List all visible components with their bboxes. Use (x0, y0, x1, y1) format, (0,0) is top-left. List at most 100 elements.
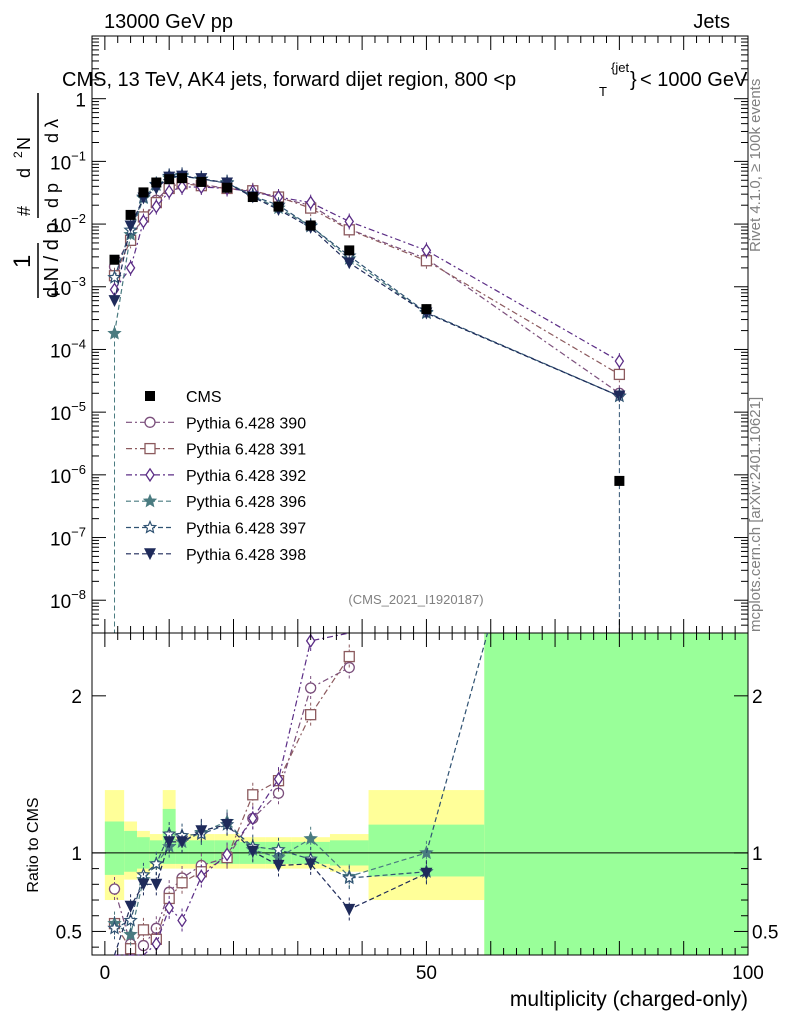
series-pythia-6.428-392 (109, 179, 625, 370)
series-pythia-6.428-391 (108, 175, 626, 383)
series-point (151, 199, 162, 214)
data-point (344, 245, 355, 256)
data-point (109, 254, 120, 265)
ratio-point (196, 869, 207, 884)
title-sub: T (599, 84, 607, 99)
ratio-plot-panel: 0.5 0.5 1 1 2 2 0 50 100 (56, 632, 778, 984)
ratio-point (246, 845, 259, 858)
ratio-line (114, 632, 350, 956)
x-axis-label: multiplicity (charged-only) (510, 988, 748, 1011)
ratio-point (305, 633, 316, 649)
x-tick-label: 0 (100, 963, 111, 984)
ratio-point (303, 831, 318, 845)
ratio-point (305, 682, 317, 694)
ratio-tick-label: 1 (71, 844, 82, 865)
y-tick-label: 10−2 (50, 211, 86, 237)
ratio-point (420, 867, 433, 880)
svg-text:2: 2 (11, 151, 25, 158)
legend-label: Pythia 6.428 390 (186, 415, 306, 432)
y-tick-label: 10−4 (50, 336, 86, 362)
legend-label: Pythia 6.428 396 (186, 494, 306, 511)
ratio-point (272, 859, 285, 872)
y-tick-base: 10 (50, 341, 71, 362)
series-point (614, 354, 625, 369)
legend-marker (144, 548, 156, 561)
x-tick-label: 100 (732, 963, 764, 984)
main-plot-panel: 10−810−710−610−510−410−310−210−11 (50, 35, 749, 634)
ratio-point (221, 819, 234, 831)
ratio-point (247, 789, 259, 801)
ratio-point (304, 858, 317, 871)
data-point (305, 220, 316, 231)
svg-text:N: N (14, 137, 34, 150)
series-point (108, 295, 121, 308)
data-point (614, 475, 625, 486)
ratio-point (137, 924, 150, 936)
header-right: Jets (693, 11, 730, 33)
series-line (113, 183, 620, 375)
title-end: < 1000 GeV (640, 69, 748, 91)
ratio-pythia-6.428-390 (108, 655, 355, 955)
svg-text:d λ: d λ (42, 119, 62, 143)
ratio-point (164, 900, 174, 916)
title-sup: {jet (611, 60, 629, 75)
data-point (247, 192, 258, 203)
legend-marker (142, 493, 158, 508)
legend-marker (145, 467, 155, 483)
ratio-tick-label: 2 (71, 687, 82, 708)
ratio-band-green (484, 633, 748, 955)
y-tick-label: 10−8 (50, 587, 86, 613)
data-point (151, 177, 162, 188)
data-point (196, 176, 207, 187)
series-point (421, 243, 432, 258)
series-point (177, 179, 187, 195)
ratio-tick-label-right: 2 (752, 687, 763, 708)
y-tick-exponent: −6 (71, 462, 86, 477)
series-pythia-6.428-397 (107, 167, 627, 405)
ratio-point (150, 878, 163, 891)
y-tick-label: 10−1 (50, 148, 86, 174)
svg-text:d p: d p (42, 183, 62, 208)
ratio-point (108, 883, 121, 895)
ratio-point (342, 870, 357, 885)
series-point (124, 220, 137, 233)
y-tick-base: 10 (50, 530, 71, 551)
rivet-version: Rivet 4.1.0, ≥ 100k events (747, 79, 764, 252)
ratio-point (305, 709, 317, 721)
ratio-pythia-6.428-391 (108, 644, 355, 955)
ratio-point (271, 842, 286, 856)
mcplots-credit: mcplots.cern.ch [arXiv:2401.10621] (747, 397, 764, 632)
series-point (343, 257, 356, 270)
y-tick-label: 10−5 (50, 399, 86, 425)
ratio-point (149, 856, 164, 871)
legend-label: CMS (186, 389, 222, 406)
ratio-point (163, 836, 176, 849)
series-point (138, 214, 149, 229)
y-tick-label: 10−3 (50, 274, 86, 300)
ratio-point (343, 903, 356, 916)
legend-marker (142, 519, 158, 534)
ratio-point (177, 913, 187, 928)
ratio-point (248, 811, 258, 826)
y-tick-base: 10 (50, 467, 71, 488)
ratio-tick-label-right: 0.5 (752, 922, 778, 943)
series-pythia-6.428-398 (108, 168, 626, 405)
ratio-tick-label: 0.5 (56, 922, 82, 943)
data-point (125, 209, 136, 220)
ratio-point (195, 825, 208, 838)
svg-text:d N / d p: d N / d p (41, 222, 63, 298)
ratio-point (107, 920, 122, 935)
main-y-axis-label: 1 d N / d p # d 2 N d p d λ (9, 93, 63, 298)
ratio-point (222, 847, 232, 862)
plot-title: CMS, 13 TeV, AK4 jets, forward dijet reg… (62, 60, 748, 99)
y-tick-base: 10 (50, 216, 71, 237)
ratio-pythia-6.428-398 (113, 812, 433, 956)
y-tick-exponent: −4 (71, 336, 86, 351)
title-main: CMS, 13 TeV, AK4 jets, forward dijet reg… (62, 69, 516, 91)
data-point (138, 187, 149, 198)
ratio-point (273, 771, 284, 787)
series-line (113, 182, 620, 394)
data-point (222, 182, 233, 193)
legend-label: Pythia 6.428 398 (186, 547, 306, 564)
